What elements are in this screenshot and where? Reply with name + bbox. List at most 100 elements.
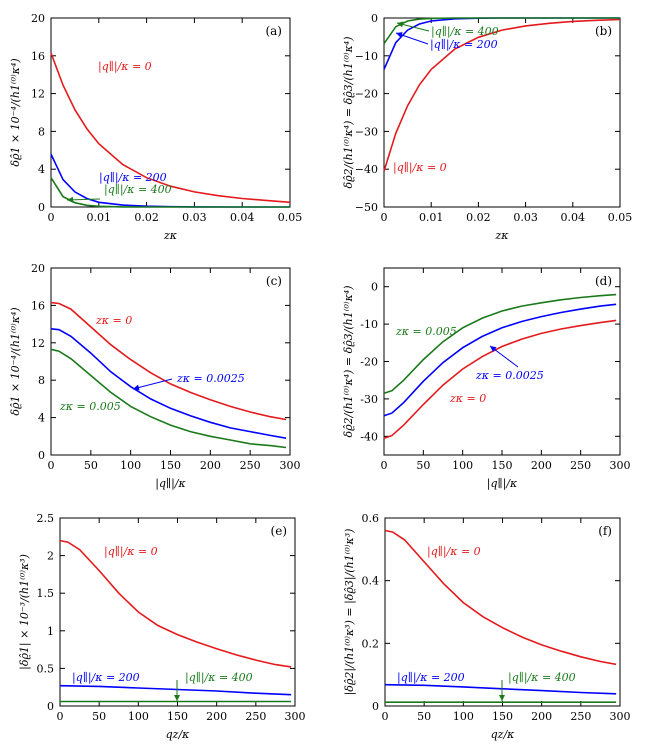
x-tick-label: 250 — [570, 459, 591, 472]
x-tick-label: 200 — [531, 710, 552, 723]
plot-frame — [50, 17, 291, 208]
series-line-1 — [384, 529, 617, 666]
series-annotation: |q∥|/κ = 200 — [99, 171, 167, 185]
x-axis-label: qz/κ — [491, 728, 516, 741]
y-tick-label: 1.5 — [37, 587, 55, 600]
series-line-1 — [59, 539, 292, 668]
y-tick-label: −10 — [355, 50, 378, 63]
y-tick-label: 0 — [47, 700, 54, 713]
y-tick-label: 0.5 — [37, 662, 55, 675]
x-tick-label: 0 — [381, 211, 388, 224]
y-tick-label: -20 — [360, 356, 378, 369]
plot-frame — [383, 17, 621, 208]
series-annotation: zκ = 0.005 — [59, 400, 121, 413]
x-tick-label: 0 — [48, 211, 55, 224]
panel-label: (a) — [265, 24, 282, 38]
y-tick-label: 4 — [38, 412, 45, 425]
annotation-arrowhead — [67, 196, 74, 203]
x-tick-label: 50 — [417, 710, 431, 723]
series-line-2 — [384, 683, 617, 695]
y-axis-label: δϱ̂1 × 10⁻⁴/(h1⁽⁰⁾κ⁴) — [9, 58, 22, 166]
y-axis-label: δϱ̂2/(h1⁽⁰⁾κ⁴) = δϱ̂3/(h1⁽⁰⁾κ⁴) — [342, 36, 355, 188]
series-annotation: |q∥|/κ = 200 — [72, 671, 140, 685]
y-tick-label: 0 — [371, 281, 378, 294]
y-tick-label: 0.2 — [362, 637, 380, 650]
x-tick-label: 150 — [492, 710, 513, 723]
y-tick-label: 4 — [38, 163, 45, 176]
x-tick-label: 0.05 — [278, 211, 303, 224]
y-tick-label: 8 — [38, 125, 45, 138]
series-annotation: |q∥|/κ = 400 — [431, 25, 499, 39]
series-annotation: zκ = 0 — [449, 392, 486, 405]
x-tick-label: 200 — [531, 459, 552, 472]
y-tick-label: 20 — [31, 262, 45, 275]
series-annotation: |q∥|/κ = 400 — [104, 183, 172, 197]
annotation-arrowhead — [133, 384, 140, 391]
y-tick-label: 0 — [372, 700, 379, 713]
y-axis-label: δϱ̂1 × 10⁻⁴/(h1⁽⁰⁾κ⁴) — [9, 307, 22, 415]
series-line-1 — [383, 319, 617, 439]
x-tick-label: 200 — [200, 459, 221, 472]
chart-panel-b: 0 0.01 0.02 0.03 0.04 0.05 −50 −40 −30 −20 −10 0 zκ δ… — [342, 12, 632, 242]
series-line-2 — [50, 328, 287, 439]
x-axis-label: qz/κ — [166, 728, 191, 741]
x-tick-label: 100 — [128, 710, 149, 723]
y-tick-label: 2 — [47, 550, 54, 563]
series-line-3 — [383, 17, 620, 45]
y-tick-label: 12 — [31, 88, 45, 101]
series-line-2 — [383, 17, 620, 70]
x-tick-label: 100 — [452, 459, 473, 472]
annotation-arrowhead — [397, 21, 404, 28]
x-tick-label: 250 — [570, 710, 591, 723]
y-tick-label: −50 — [355, 201, 378, 214]
y-tick-label: −20 — [355, 88, 378, 101]
series-annotation: |q∥|/κ = 400 — [508, 671, 576, 685]
chart-panel-c: 0 50 100 150 200 250 300 0 4 8 12 16 20 |q∥|/κ δϱ̂1 × … — [9, 262, 301, 491]
x-axis-label: zκ — [494, 229, 509, 242]
x-tick-label: 300 — [610, 710, 631, 723]
y-tick-label: −30 — [355, 125, 378, 138]
x-tick-label: 150 — [492, 459, 513, 472]
series-annotation: |q∥|/κ = 200 — [397, 671, 465, 685]
annotation-arrowhead — [396, 32, 403, 38]
y-axis-label: |δϱ̂1| × 10⁻³/(h1⁽⁰⁾κ³) — [18, 554, 32, 670]
annotation-arrow — [132, 378, 173, 390]
x-tick-label: 0 — [57, 710, 64, 723]
x-axis-label: |q∥|/κ — [155, 477, 186, 491]
series-annotation: |q∥|/κ = 0 — [427, 545, 481, 559]
x-tick-label: 0.02 — [466, 211, 491, 224]
x-tick-label: 0 — [48, 459, 55, 472]
series-line-3 — [50, 348, 287, 449]
x-tick-label: 0 — [381, 459, 388, 472]
y-tick-label: -10 — [360, 318, 378, 331]
x-tick-label: 150 — [167, 710, 188, 723]
x-tick-label: 0.05 — [608, 211, 633, 224]
y-tick-label: 0 — [38, 449, 45, 462]
x-tick-label: 0.01 — [87, 211, 112, 224]
series-annotation: |q∥|/κ = 0 — [98, 60, 152, 74]
y-tick-label: 8 — [38, 374, 45, 387]
chart-panel-d: 0 50 100 150 200 250 300 -40 -30 -20 -10 0 |q∥|/κ δϱ̂… — [342, 267, 631, 491]
series-annotation: zκ = 0.0025 — [475, 369, 544, 382]
x-axis-label: zκ — [163, 229, 178, 242]
y-tick-label: 20 — [31, 12, 45, 25]
x-tick-label: 0.03 — [513, 211, 538, 224]
y-tick-label: 0 — [38, 201, 45, 214]
annotation-arrowhead — [174, 695, 180, 701]
y-tick-label: 0.6 — [362, 512, 380, 525]
series-annotation: |q∥|/κ = 200 — [430, 38, 498, 52]
x-tick-label: 0.02 — [134, 211, 159, 224]
y-tick-label: 12 — [31, 337, 45, 350]
y-tick-label: 1 — [47, 625, 54, 638]
y-tick-label: 0 — [371, 12, 378, 25]
x-tick-label: 0.04 — [561, 211, 586, 224]
x-tick-label: 50 — [416, 459, 430, 472]
y-tick-label: -30 — [360, 393, 378, 406]
x-tick-label: 300 — [285, 710, 306, 723]
annotation-arrowhead — [499, 695, 505, 701]
y-tick-label: 0.4 — [362, 575, 380, 588]
series-annotation: zκ = 0 — [95, 314, 132, 327]
series-line-2 — [59, 684, 292, 696]
series-annotation: |q∥|/κ = 0 — [393, 161, 447, 175]
y-tick-label: 16 — [31, 299, 45, 312]
